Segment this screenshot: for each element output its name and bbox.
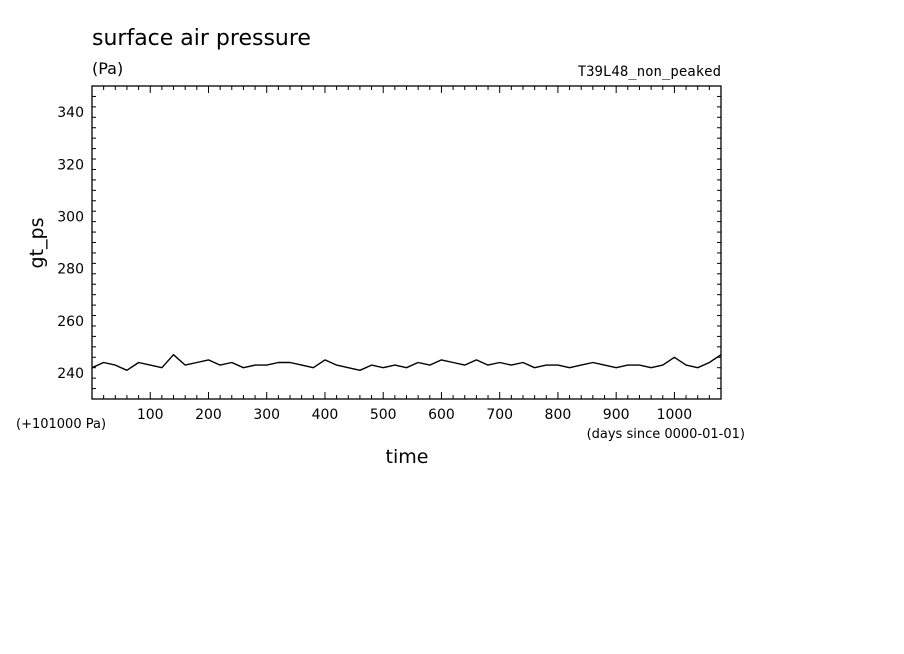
y-tick-label: 300 bbox=[57, 209, 84, 225]
chart-title: surface air pressure bbox=[92, 26, 311, 51]
x-tick-label: 400 bbox=[312, 407, 339, 423]
x-tick-label: 500 bbox=[370, 407, 397, 423]
y-offset-note: (+101000 Pa) bbox=[16, 417, 106, 432]
x-axis-label: time bbox=[386, 446, 429, 468]
plot-area: 100 200 300 400 500 600 700 800 900 1000 240 260 280… bbox=[57, 85, 722, 423]
x-tick-label: 900 bbox=[603, 407, 630, 423]
x-tick-label: 100 bbox=[137, 407, 164, 423]
y-tick-label: 260 bbox=[57, 314, 84, 330]
x-tick-label: 600 bbox=[428, 407, 455, 423]
plot-frame bbox=[91, 85, 722, 400]
y-tick-label: 280 bbox=[57, 262, 84, 278]
chart-units: (Pa) bbox=[92, 59, 123, 78]
y-tick-label: 320 bbox=[57, 157, 84, 173]
x-tick-label: 300 bbox=[253, 407, 280, 423]
x-tick-label: 200 bbox=[195, 407, 222, 423]
y-axis-label: gt_ps bbox=[26, 218, 48, 269]
x-axis-units-label: (days since 0000-01-01) bbox=[587, 427, 745, 442]
y-tick-label: 340 bbox=[57, 105, 84, 121]
x-tick-label: 1000 bbox=[657, 407, 693, 423]
x-tick-label: 700 bbox=[486, 407, 513, 423]
x-tick-label: 800 bbox=[545, 407, 572, 423]
series-line bbox=[91, 354, 722, 371]
y-tick-label: 240 bbox=[57, 366, 84, 382]
case-name: T39L48_non_peaked bbox=[578, 64, 721, 80]
